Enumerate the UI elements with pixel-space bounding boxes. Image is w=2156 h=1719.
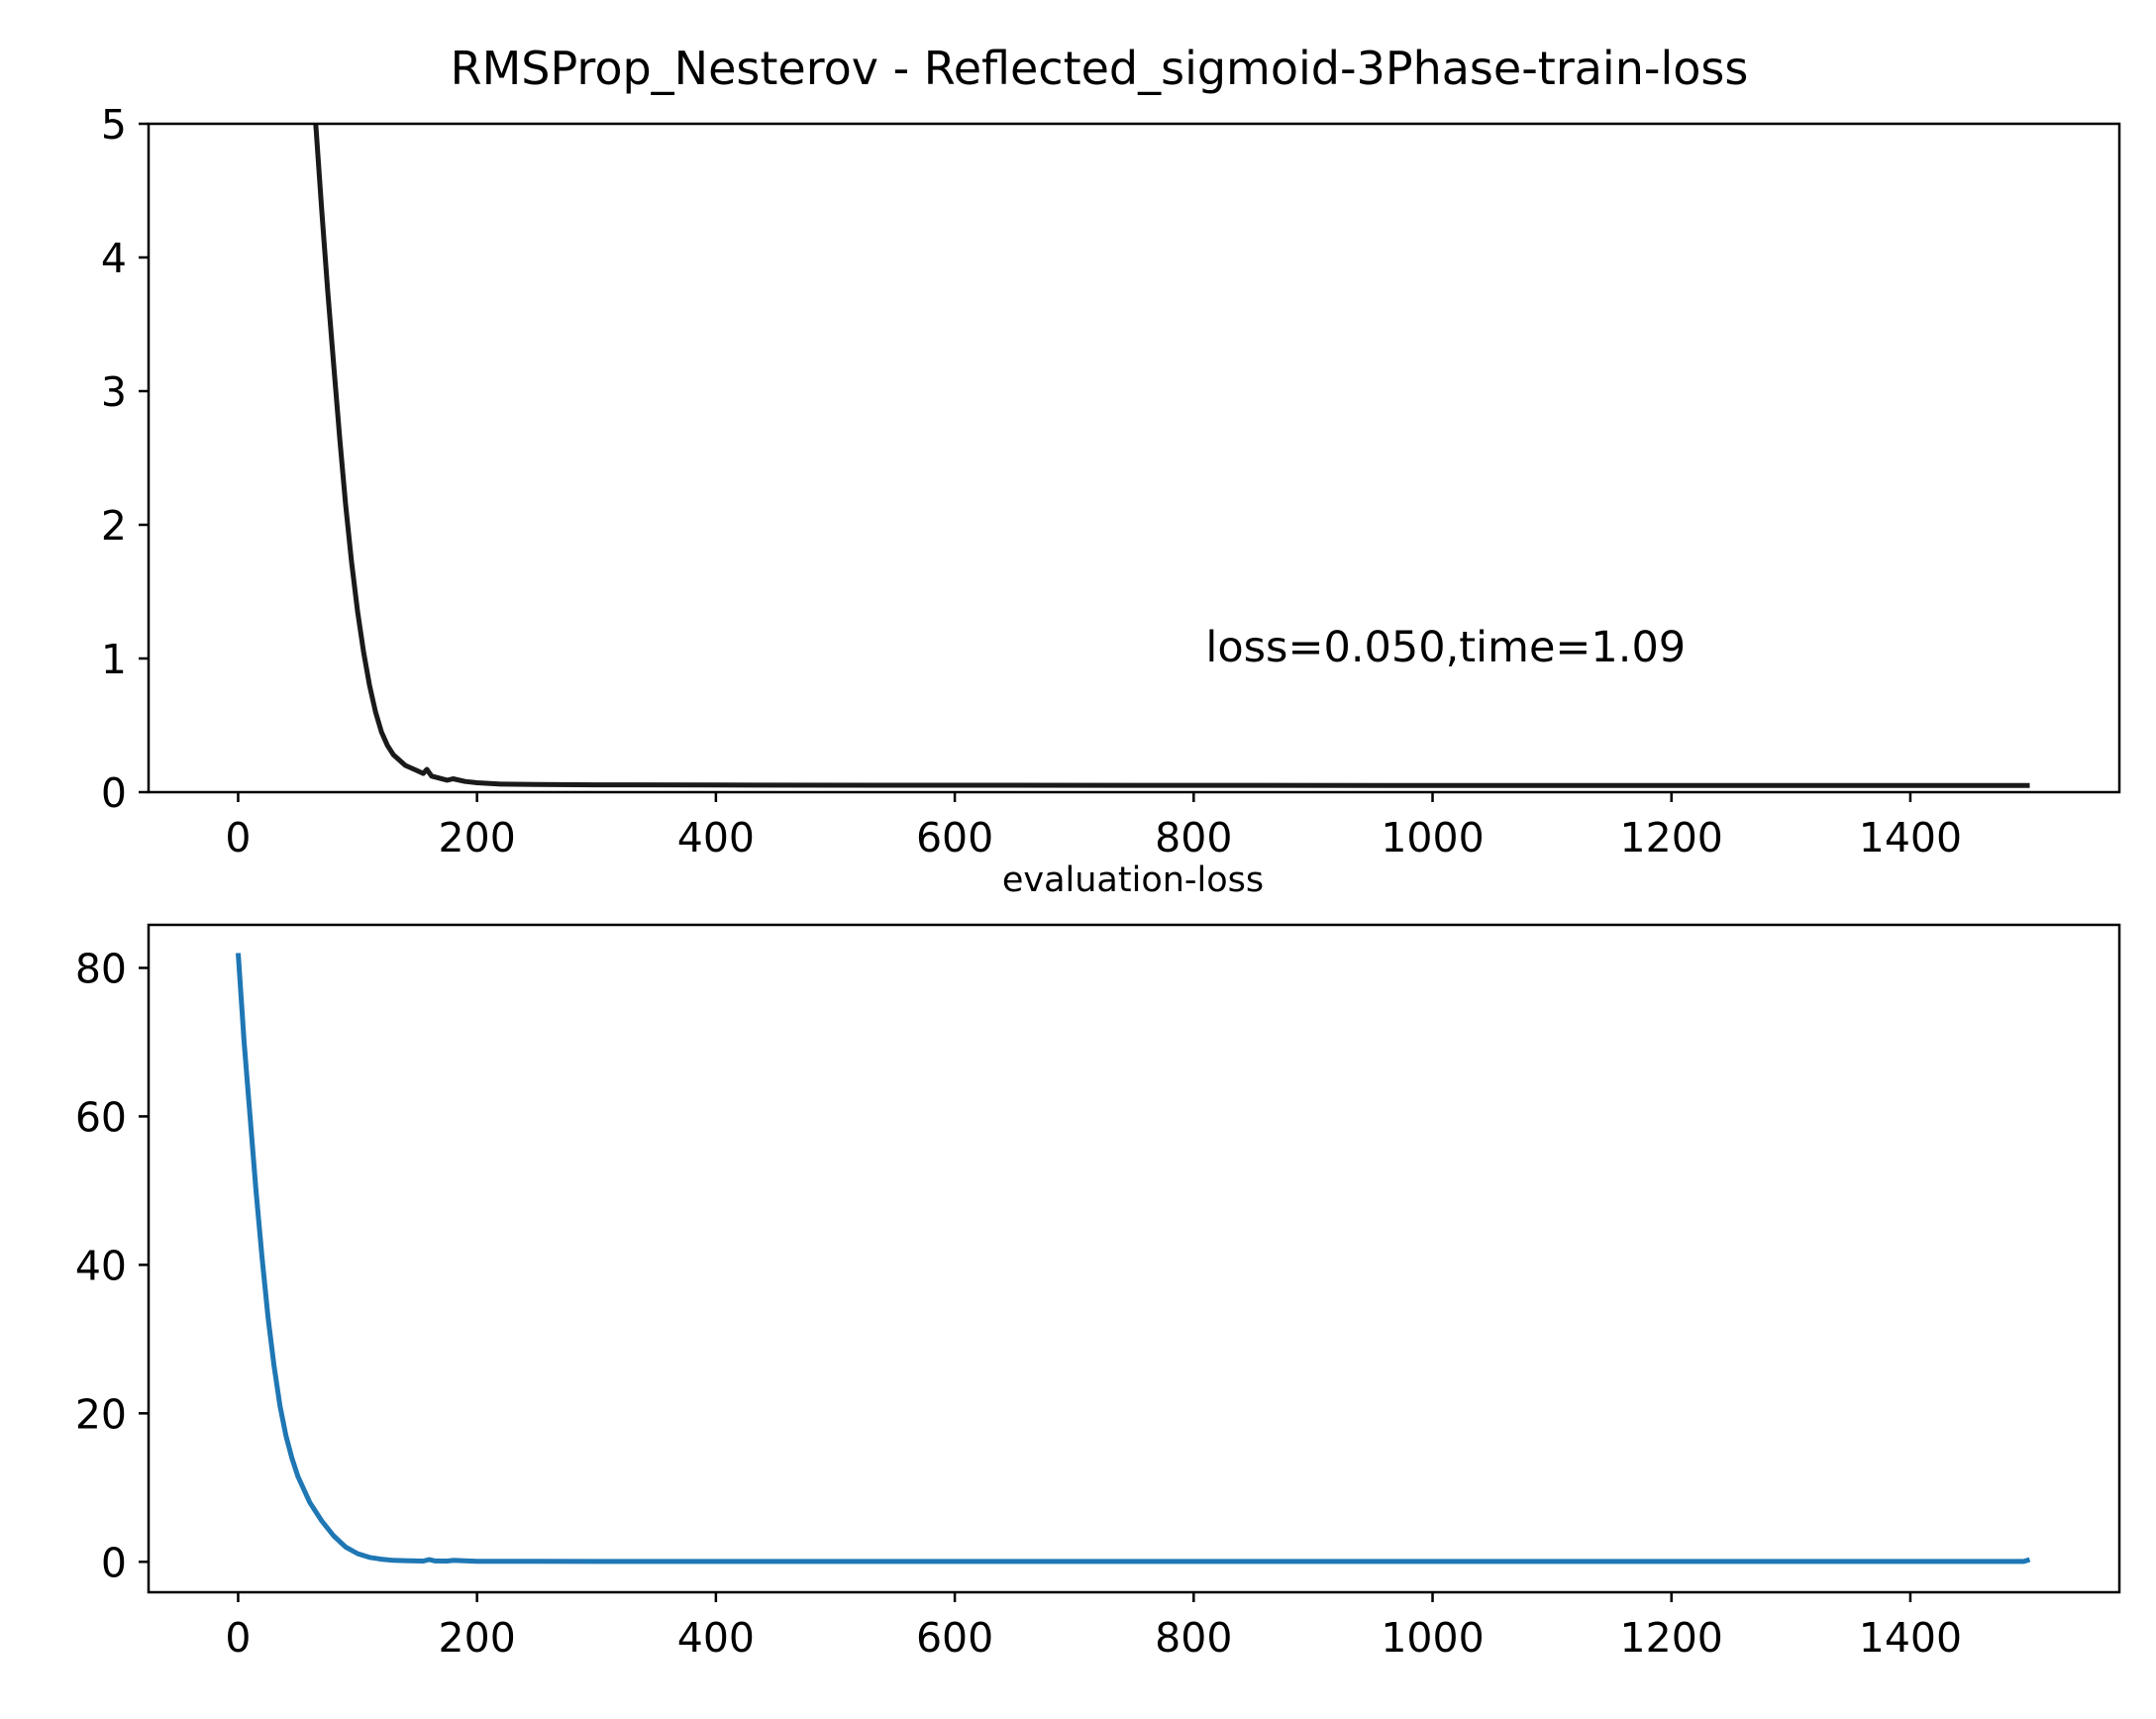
chart-title: evaluation-loss: [1002, 860, 1264, 900]
y-axis-ticks: 0 20 40 60 80: [75, 945, 149, 1586]
x-tick-label: 1200: [1620, 814, 1723, 861]
x-tick-label: 200: [439, 1614, 516, 1662]
y-tick-label: 60: [75, 1093, 127, 1141]
y-tick-label: 5: [101, 101, 127, 149]
y-tick-label: 80: [75, 945, 127, 992]
y-tick-label: 0: [101, 769, 127, 817]
chart-marks: [236, 953, 2031, 1565]
y-tick-label: 40: [75, 1242, 127, 1289]
x-tick-label: 1400: [1859, 1614, 1962, 1662]
chart-title: RMSProp_Nesterov - Reflected_sigmoid-3Ph…: [451, 42, 1749, 95]
x-tick-label: 800: [1155, 1614, 1232, 1662]
x-tick-label: 1000: [1381, 814, 1484, 861]
x-tick-label: 1200: [1620, 1614, 1723, 1662]
x-tick-label: 1400: [1859, 814, 1962, 861]
x-axis-ticks: 0 200 400 600 800 1000 1200 1400: [225, 792, 1962, 861]
train-loss-chart: RMSProp_Nesterov - Reflected_sigmoid-3Ph…: [101, 42, 2121, 861]
x-tick-label: 600: [916, 814, 993, 861]
y-tick-label: 2: [101, 502, 127, 550]
x-tick-label: 400: [677, 1614, 755, 1662]
y-tick-label: 1: [101, 636, 127, 683]
series-line-0: [313, 124, 2030, 788]
chart-marks: [313, 124, 2030, 788]
y-tick-label: 0: [101, 1539, 127, 1586]
x-tick-label: 400: [677, 814, 755, 861]
y-axis-ticks: 0 1 2 3 4 5: [101, 101, 149, 817]
x-axis-ticks: 0 200 400 600 800 1000 1200 1400: [225, 1592, 1962, 1662]
plot-frame: [147, 122, 2121, 794]
y-tick-label: 4: [101, 235, 127, 282]
x-tick-label: 200: [439, 814, 516, 861]
evaluation-loss-chart: evaluation-loss 0 200 400 600 800 1000 1200 140…: [75, 860, 2121, 1662]
x-tick-label: 600: [916, 1614, 993, 1662]
x-tick-label: 0: [225, 1614, 251, 1662]
x-tick-label: 0: [225, 814, 251, 861]
y-tick-label: 3: [101, 368, 127, 416]
annotation-loss-time: loss=0.050,time=1.09: [1205, 623, 1686, 672]
x-tick-label: 800: [1155, 814, 1232, 861]
y-tick-label: 20: [75, 1390, 127, 1438]
plot-frame: [147, 923, 2121, 1594]
series-line-0: [236, 953, 2031, 1565]
x-tick-label: 1000: [1381, 1614, 1484, 1662]
